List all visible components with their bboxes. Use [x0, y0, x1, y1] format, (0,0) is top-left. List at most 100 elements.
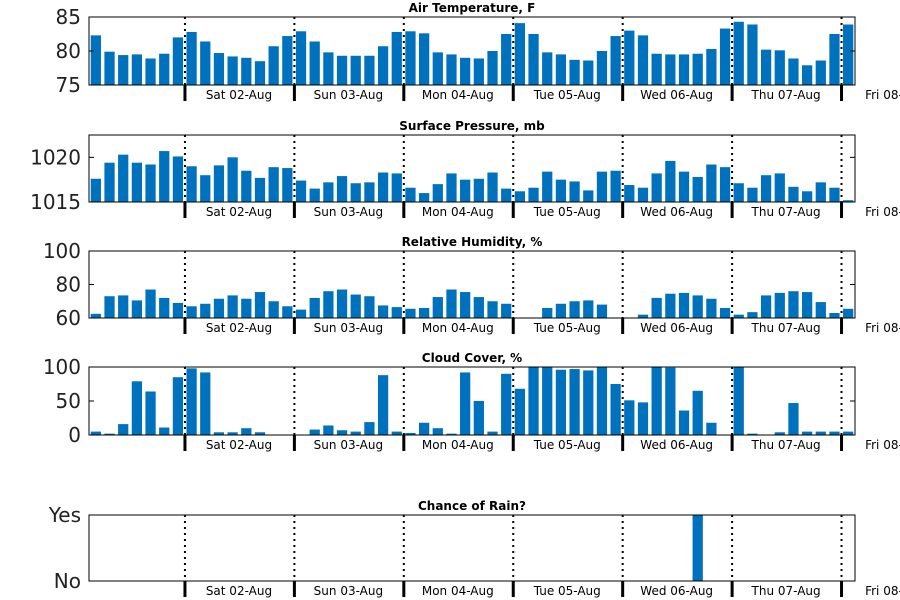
bar — [637, 35, 649, 85]
bar — [802, 292, 813, 318]
bar — [241, 170, 252, 202]
bar — [377, 172, 389, 202]
bar — [719, 307, 731, 318]
bar — [678, 171, 690, 202]
bar — [843, 200, 854, 202]
x-tick-label: Fri 08-Aug — [865, 321, 900, 335]
bar — [569, 301, 580, 318]
plot-frame — [88, 514, 856, 582]
bar — [241, 298, 252, 318]
bar — [555, 179, 567, 202]
bar — [719, 28, 731, 86]
bar — [419, 193, 430, 202]
bar — [364, 182, 375, 202]
bar — [131, 300, 143, 318]
bar — [104, 296, 115, 318]
bar — [774, 50, 785, 85]
x-tick-label: Mon 04-Aug — [422, 321, 494, 335]
bar — [118, 55, 129, 85]
bar — [104, 162, 115, 202]
x-tick-label: Thu 07-Aug — [751, 321, 821, 335]
bar — [446, 54, 457, 85]
bar — [145, 391, 156, 435]
bar — [678, 54, 690, 85]
bar — [323, 425, 334, 435]
bar — [90, 178, 101, 202]
bar — [254, 61, 266, 85]
bar — [596, 367, 608, 435]
bar — [583, 300, 594, 318]
chart-panel-3: Relative Humidity, % Sat 02-Aug Sun 03-Aug… — [43, 235, 900, 335]
y-tick-label: 100 — [43, 355, 81, 379]
bar — [706, 422, 717, 435]
x-tick-label: Thu 07-Aug — [751, 438, 821, 452]
bar — [336, 55, 348, 85]
bar — [364, 296, 375, 318]
bar — [555, 54, 567, 85]
bar — [733, 183, 744, 202]
y-tick-label: 100 — [43, 239, 81, 263]
bar — [213, 53, 225, 85]
bar — [268, 301, 279, 318]
bar — [268, 46, 279, 85]
bar — [610, 384, 621, 435]
bar — [843, 24, 854, 85]
bar — [254, 177, 266, 202]
bar — [624, 30, 635, 86]
bar — [692, 515, 703, 581]
bar — [432, 52, 443, 85]
bar — [487, 51, 498, 85]
bar — [815, 60, 826, 85]
bar — [186, 166, 197, 202]
x-tick-label: Mon 04-Aug — [422, 205, 494, 219]
chart-title: Air Temperature, F — [409, 1, 536, 15]
bar — [624, 400, 635, 435]
bar — [419, 307, 430, 318]
y-tick-label: 60 — [56, 306, 81, 330]
x-tick-label: Mon 04-Aug — [422, 584, 494, 598]
bar — [323, 52, 334, 85]
x-tick-label: Sun 03-Aug — [314, 584, 383, 598]
bar — [145, 289, 156, 318]
bar — [200, 372, 211, 435]
bar — [774, 292, 785, 319]
bar — [282, 36, 293, 85]
bar — [843, 308, 854, 318]
bar — [514, 23, 526, 85]
bar — [200, 303, 211, 318]
plot-frame — [88, 366, 856, 436]
bar — [651, 367, 662, 435]
x-tick-label: Fri 08-Aug — [865, 584, 900, 598]
bar — [131, 162, 143, 202]
bar — [788, 186, 799, 202]
bar — [542, 367, 553, 435]
bar — [487, 172, 498, 202]
bar — [760, 175, 772, 202]
bar — [651, 173, 662, 202]
bar — [487, 431, 498, 435]
bar — [733, 367, 744, 435]
bar — [159, 53, 170, 85]
x-tick-label: Sat 02-Aug — [206, 88, 272, 102]
bar — [350, 431, 361, 435]
bar — [159, 427, 170, 435]
bar — [473, 401, 484, 435]
bar — [569, 59, 580, 85]
bar — [596, 51, 608, 85]
bar — [501, 34, 512, 85]
y-tick-label: 1020 — [30, 145, 81, 169]
bar — [309, 188, 320, 202]
bar — [295, 31, 307, 86]
bar — [514, 388, 526, 435]
bar — [172, 377, 184, 435]
y-tick-label: 50 — [56, 389, 81, 413]
bar — [419, 422, 430, 435]
bar — [405, 432, 416, 435]
y-tick-label: 85 — [56, 5, 81, 29]
y-tick-label: No — [54, 569, 81, 593]
x-tick-label: Fri 08-Aug — [865, 438, 900, 452]
chart-title: Chance of Rain? — [418, 499, 526, 513]
bar — [419, 33, 430, 85]
bar — [90, 313, 101, 318]
bar — [555, 369, 567, 435]
